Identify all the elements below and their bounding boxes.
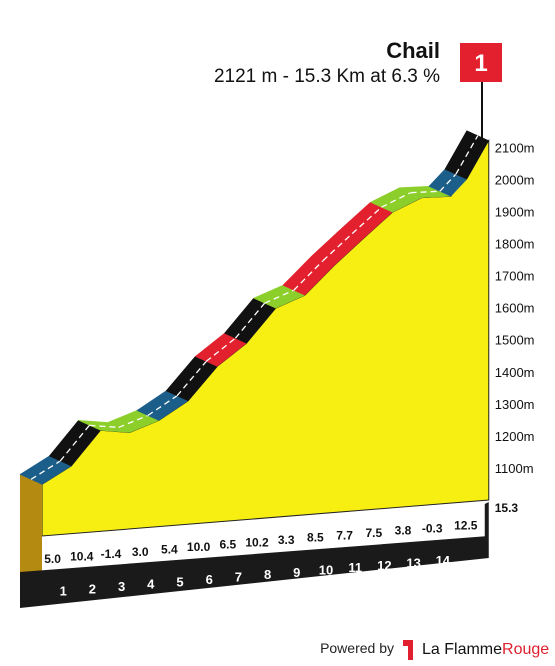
km-label: 10 [319,563,333,578]
gradient-labels: 5.0 10.4 -1.4 3.0 5.4 10.0 6.5 10.2 3.3 8.5 7.7 7.5… [44,519,478,566]
y-tick-label: 2000m [495,172,535,187]
brand-accent: Rouge [502,641,549,658]
road-centre-line [30,460,61,480]
road-centre-line [89,424,119,429]
gradient-label: 10.4 [70,549,94,563]
road-centre-line [59,424,90,462]
profile-fill [41,139,490,537]
road-centre-line [410,190,440,194]
brand-primary: La Flamme [422,641,502,658]
km-label: 11 [348,560,362,575]
road-centre-line [351,206,382,235]
road-centre-line [381,192,411,208]
km-label: 6 [206,572,213,587]
y-tick-label: 1100m [495,461,534,476]
km-label: 3 [118,579,125,594]
distance-strip [20,536,489,608]
gradient-label: 3.8 [395,524,412,538]
brand-name: La FlammeRouge [422,641,549,658]
powered-by-footer: Powered by La FlammeRouge [320,640,549,660]
gradient-label: 3.0 [132,545,149,559]
y-tick-label: 1500m [495,333,535,348]
km-label: 2 [89,581,96,596]
category-flag: 1 [460,43,502,160]
km-label: 1 [60,584,67,599]
powered-by-text: Powered by [320,640,394,656]
road-centre-line [293,260,324,291]
road-centre-line [118,414,149,429]
road-centre-line [439,173,457,192]
title-group: Chail 2121 m - 15.3 Km at 6.3 % [214,38,440,87]
gradient-label: 12.5 [454,519,478,533]
km-label: 14 [436,553,451,568]
road-centre-line [147,395,178,417]
gradient-label: -1.4 [101,547,122,561]
road-centre-line [234,302,266,339]
profile-area [20,139,490,582]
y-tick-label: 1800m [495,237,535,252]
gradient-label: -0.3 [422,521,443,535]
la-flamme-rouge-logo-icon [403,640,413,660]
gradient-label: 8.5 [307,531,324,545]
climb-name: Chail [386,38,440,63]
y-tick-label: 1900m [495,205,535,220]
road-centre-line [264,289,295,304]
road-centre-line [205,337,236,362]
gradient-label: 5.4 [161,542,178,556]
flag-banner [460,43,502,82]
road-centre-line [176,360,207,397]
km-label: 8 [264,567,271,582]
profile-side [20,474,42,582]
y-tick-label: 1400m [495,365,535,380]
gradient-ribbon [19,130,490,485]
distance-strip-end [484,502,489,539]
km-label: 5 [176,574,183,589]
km-label: 4 [147,577,155,592]
gradient-label: 6.5 [219,538,236,552]
category-number: 1 [474,50,487,77]
y-tick-label: 1200m [495,429,535,444]
km-label: 12 [377,558,391,573]
gradient-label: 3.3 [278,533,295,547]
km-label: 15.3 [495,501,519,515]
km-label: 7 [235,570,242,585]
km-label: 13 [406,555,420,570]
y-tick-label: 1300m [495,397,535,412]
road-centre-line [322,233,353,262]
km-label: 9 [293,565,300,580]
y-tick-label: 1700m [495,269,535,284]
gradient-label: 10.0 [187,540,211,554]
gradient-label: 10.2 [245,535,269,549]
climb-summary: 2121 m - 15.3 Km at 6.3 % [214,66,440,87]
gradient-label: 5.0 [44,552,61,566]
y-tick-label: 2100m [495,140,535,155]
road-centre-line [455,135,479,175]
gradient-label: 7.5 [365,526,382,540]
gradient-label: 7.7 [336,528,353,542]
y-axis-ticks: 1100m 1200m 1300m 1400m 1500m 1600m 1700m 1800m… [495,140,535,476]
y-tick-label: 1600m [495,301,535,316]
